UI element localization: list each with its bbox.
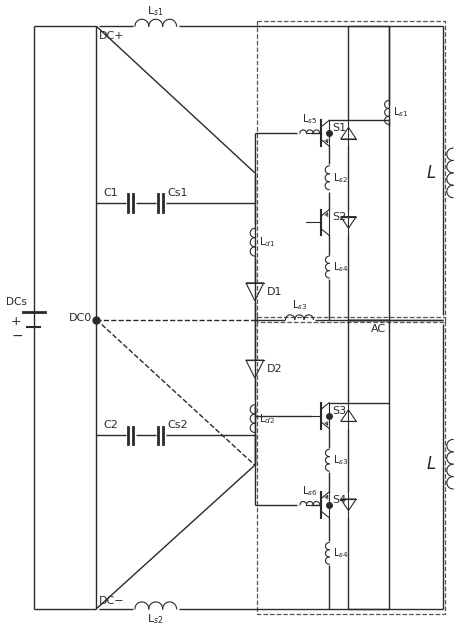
Text: L$_{s5}$: L$_{s5}$ (302, 113, 318, 126)
Text: DC+: DC+ (99, 31, 125, 41)
Text: D1: D1 (267, 287, 282, 297)
Text: −: − (11, 328, 23, 342)
Text: L$_{s6}$: L$_{s6}$ (302, 484, 318, 498)
Text: Cs1: Cs1 (168, 188, 188, 197)
Text: DCs: DCs (6, 297, 27, 306)
Text: C1: C1 (104, 188, 118, 197)
Text: L$_{s3}$: L$_{s3}$ (292, 297, 307, 311)
Text: L$_{s4}$: L$_{s4}$ (333, 547, 349, 561)
Text: L$_{d2}$: L$_{d2}$ (259, 412, 275, 426)
Text: Cs2: Cs2 (168, 420, 188, 431)
Text: L$_{s2}$: L$_{s2}$ (147, 612, 164, 626)
Text: C2: C2 (104, 420, 118, 431)
Bar (257, 317, 445, 614)
Text: L$_{s1}$: L$_{s1}$ (392, 106, 408, 119)
Text: DC0: DC0 (69, 313, 92, 322)
Text: D2: D2 (267, 364, 283, 374)
Text: S1: S1 (332, 124, 346, 133)
Text: S3: S3 (332, 406, 346, 416)
Text: L$_{s1}$: L$_{s1}$ (147, 4, 164, 18)
Text: +: + (11, 315, 21, 328)
Text: L$_{s2}$: L$_{s2}$ (333, 171, 349, 185)
Text: S4: S4 (332, 495, 346, 505)
Text: L$_{s4}$: L$_{s4}$ (333, 260, 349, 274)
Text: L: L (427, 164, 436, 182)
Text: L$_{s3}$: L$_{s3}$ (333, 454, 349, 467)
Bar (257, 21, 445, 322)
Text: S2: S2 (332, 213, 346, 222)
Text: AC: AC (371, 324, 386, 334)
Text: DC−: DC− (99, 596, 125, 606)
Text: L$_{d1}$: L$_{d1}$ (259, 235, 275, 249)
Text: L: L (427, 455, 436, 473)
